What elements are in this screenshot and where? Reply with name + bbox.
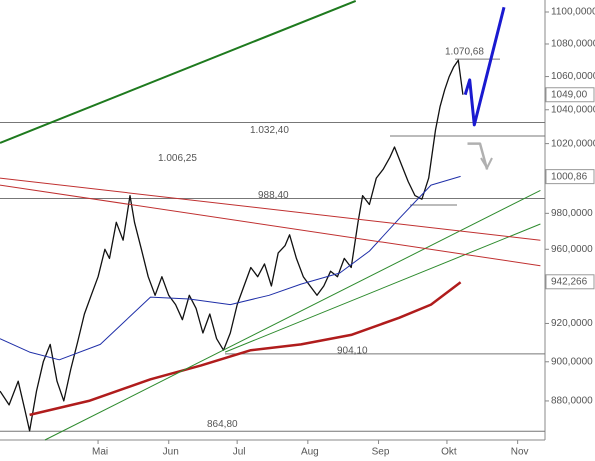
x-tick-label: Mai — [92, 447, 108, 458]
level-label: 864,80 — [207, 419, 238, 430]
x-tick-label: Jun — [163, 447, 179, 458]
series-line — [0, 59, 464, 432]
x-tick-label: Aug — [301, 447, 319, 458]
y-tick-label: 960,0000 — [551, 244, 593, 255]
series-line — [29, 281, 462, 417]
y-tick-label: 980,0000 — [551, 208, 593, 219]
arrow-head — [480, 157, 493, 171]
value-box — [545, 169, 595, 185]
y-tick-label: 1060,0000 — [551, 71, 595, 82]
x-tick-label: Sep — [372, 447, 390, 458]
level-label: 904,10 — [337, 345, 368, 356]
value-box — [545, 87, 595, 103]
value-box — [545, 274, 595, 290]
value-box-label: 942,266 — [551, 276, 588, 287]
series-line — [0, 177, 541, 241]
series-line — [467, 142, 489, 170]
y-tick-label: 1080,0000 — [551, 39, 595, 50]
series-line — [0, 0, 357, 144]
x-tick-label: Nov — [511, 447, 529, 458]
y-tick-label: 880,0000 — [551, 396, 593, 407]
y-tick-label: 1040,0000 — [551, 104, 595, 115]
value-box-label: 1049,00 — [551, 89, 588, 100]
y-tick-label: 1100,0000 — [551, 7, 595, 18]
value-box-label: 1000,86 — [551, 171, 588, 182]
series-line — [0, 184, 541, 267]
series-line — [224, 223, 541, 353]
x-tick-label: Okt — [441, 447, 457, 458]
series-line — [0, 175, 461, 361]
y-tick-label: 900,0000 — [551, 356, 593, 367]
level-label: 1.070,68 — [445, 47, 484, 58]
level-label: 988,40 — [258, 190, 289, 201]
series-line — [463, 6, 506, 127]
y-tick-label: 920,0000 — [551, 318, 593, 329]
series-line — [44, 189, 541, 441]
level-label: 1.032,40 — [250, 125, 289, 136]
x-tick-label: Jul — [233, 447, 246, 458]
level-label: 1.006,25 — [158, 153, 197, 164]
y-tick-label: 1020,0000 — [551, 138, 595, 149]
